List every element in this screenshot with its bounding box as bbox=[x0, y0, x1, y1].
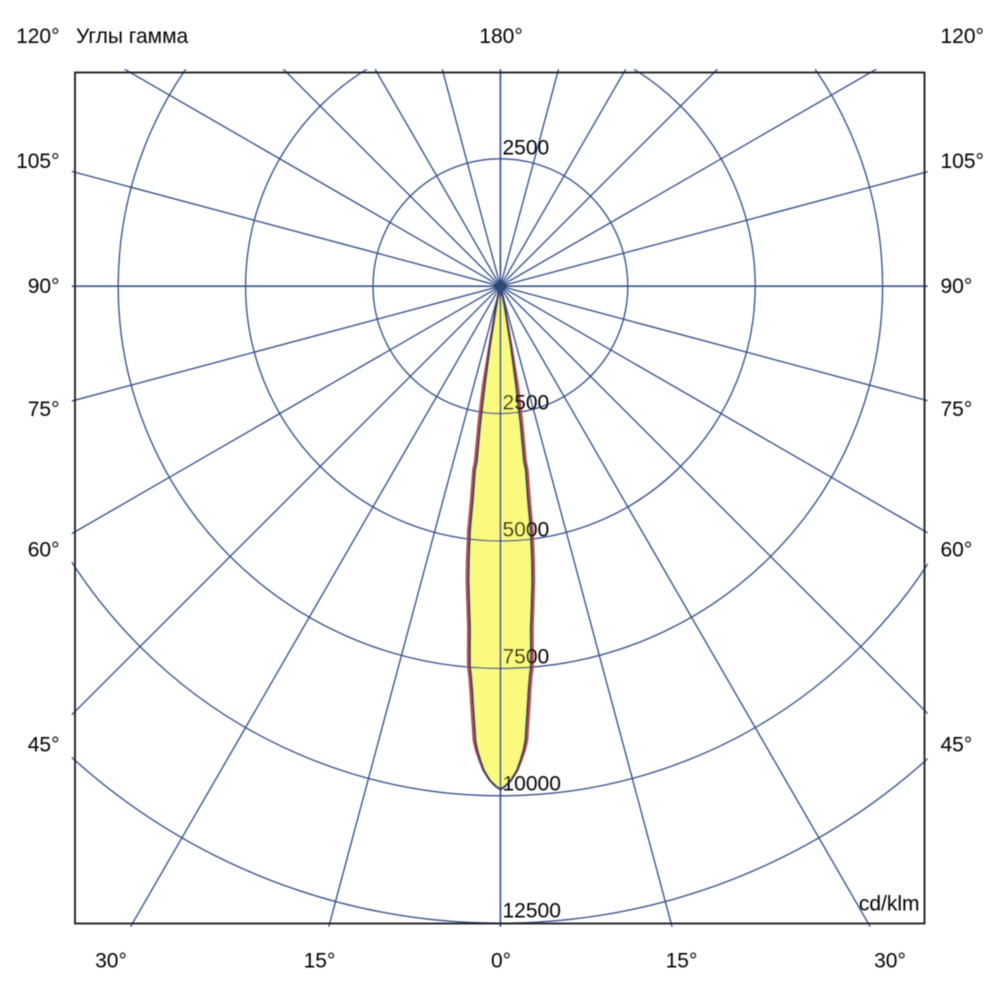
svg-text:0°: 0° bbox=[491, 950, 511, 973]
svg-text:30°: 30° bbox=[95, 950, 127, 973]
svg-text:2500: 2500 bbox=[503, 137, 550, 160]
svg-text:30°: 30° bbox=[874, 950, 906, 973]
svg-text:cd/klm: cd/klm bbox=[859, 893, 920, 916]
svg-text:60°: 60° bbox=[941, 538, 973, 561]
svg-text:45°: 45° bbox=[28, 733, 60, 756]
svg-text:7500: 7500 bbox=[503, 646, 550, 669]
svg-text:45°: 45° bbox=[941, 733, 973, 756]
svg-text:5000: 5000 bbox=[503, 519, 550, 542]
svg-text:15°: 15° bbox=[304, 950, 336, 973]
svg-text:60°: 60° bbox=[28, 538, 60, 561]
svg-text:105°: 105° bbox=[941, 150, 984, 173]
svg-text:Углы гамма: Углы гамма bbox=[76, 25, 189, 48]
svg-text:12500: 12500 bbox=[503, 900, 561, 923]
svg-text:120°: 120° bbox=[16, 25, 59, 48]
svg-text:120°: 120° bbox=[941, 25, 984, 48]
svg-text:90°: 90° bbox=[941, 275, 973, 298]
svg-text:75°: 75° bbox=[28, 398, 60, 421]
svg-text:15°: 15° bbox=[666, 950, 698, 973]
svg-text:75°: 75° bbox=[941, 398, 973, 421]
svg-text:180°: 180° bbox=[479, 25, 522, 48]
svg-text:90°: 90° bbox=[28, 275, 60, 298]
svg-text:2500: 2500 bbox=[503, 391, 550, 414]
svg-text:10000: 10000 bbox=[503, 773, 561, 796]
svg-text:105°: 105° bbox=[16, 150, 59, 173]
